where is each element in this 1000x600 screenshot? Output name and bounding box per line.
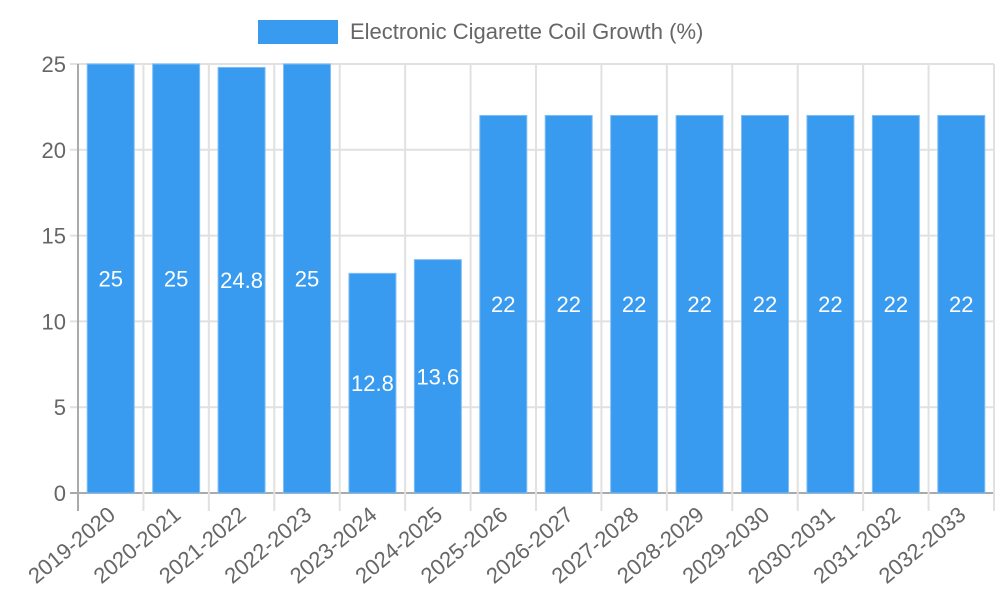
legend-label: Electronic Cigarette Coil Growth (%) bbox=[350, 19, 704, 44]
bar-value-label: 25 bbox=[98, 267, 122, 292]
bar-value-label: 22 bbox=[687, 292, 711, 317]
y-tick-label: 0 bbox=[54, 481, 66, 506]
y-tick-label: 5 bbox=[54, 395, 66, 420]
bar bbox=[152, 63, 201, 494]
bar bbox=[479, 114, 528, 494]
bar-value-label: 22 bbox=[622, 292, 646, 317]
bar-value-label: 13.6 bbox=[416, 364, 459, 389]
bar bbox=[544, 114, 593, 494]
bar bbox=[937, 114, 986, 494]
y-tick-label: 20 bbox=[42, 138, 66, 163]
legend-swatch bbox=[258, 20, 338, 44]
y-tick-label: 25 bbox=[42, 52, 66, 77]
bar-value-label: 22 bbox=[491, 292, 515, 317]
bar-value-label: 22 bbox=[949, 292, 973, 317]
bar bbox=[413, 259, 462, 494]
bar-value-label: 24.8 bbox=[220, 268, 263, 293]
bar bbox=[217, 66, 266, 494]
y-tick-label: 10 bbox=[42, 309, 66, 334]
bar-value-label: 25 bbox=[164, 267, 188, 292]
bar bbox=[283, 63, 331, 494]
bar bbox=[348, 272, 397, 494]
bar bbox=[741, 114, 789, 494]
chart-legend[interactable]: Electronic Cigarette Coil Growth (%) bbox=[258, 19, 703, 45]
bar bbox=[806, 114, 855, 494]
bar bbox=[871, 114, 920, 494]
bar-value-label: 22 bbox=[753, 292, 777, 317]
bar bbox=[610, 114, 659, 494]
bar-value-label: 25 bbox=[295, 267, 319, 292]
bar-value-label: 22 bbox=[884, 292, 908, 317]
bar-value-label: 12.8 bbox=[351, 371, 394, 396]
bar-value-label: 22 bbox=[818, 292, 842, 317]
bar bbox=[675, 114, 724, 494]
bar bbox=[86, 63, 135, 494]
y-tick-label: 15 bbox=[42, 224, 66, 249]
bar-value-label: 22 bbox=[556, 292, 580, 317]
